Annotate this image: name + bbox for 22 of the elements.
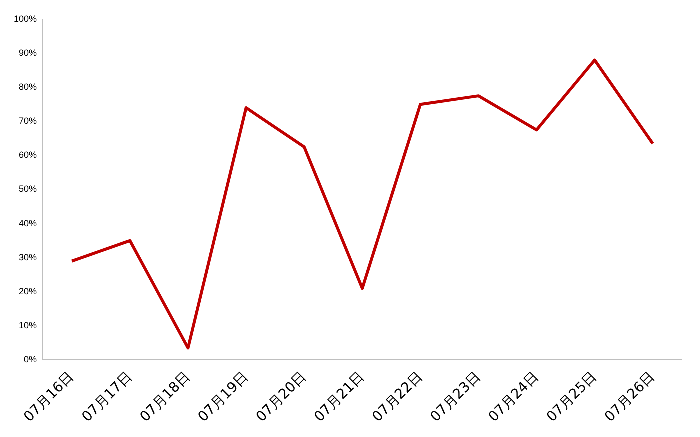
x-tick-label: 07月20日	[254, 369, 310, 426]
y-tick-label: 100%	[14, 14, 38, 24]
y-tick-label: 10%	[19, 320, 38, 331]
y-tick-label: 20%	[19, 286, 38, 296]
y-tick-label: 90%	[19, 48, 38, 58]
y-tick-label: 0%	[24, 354, 38, 365]
y-tick-label: 80%	[19, 82, 38, 92]
y-tick-label: 50%	[19, 184, 38, 194]
x-tick-label: 07月23日	[428, 369, 484, 426]
x-tick-label: 07月22日	[370, 369, 426, 426]
y-tick-label: 70%	[19, 116, 38, 126]
y-tick-label: 40%	[19, 218, 38, 228]
x-tick-label: 07月24日	[486, 369, 542, 426]
y-tick-label: 30%	[19, 252, 38, 262]
x-tick-label: 07月17日	[79, 369, 136, 426]
x-tick-label: 07月26日	[602, 369, 658, 426]
y-tick-label: 60%	[19, 150, 38, 160]
x-tick-label: 07月21日	[312, 369, 368, 426]
x-tick-label: 07月16日	[21, 369, 78, 426]
x-tick-label: 07月18日	[137, 369, 194, 426]
x-tick-label: 07月19日	[195, 369, 252, 426]
x-tick-label: 07月25日	[544, 369, 600, 426]
